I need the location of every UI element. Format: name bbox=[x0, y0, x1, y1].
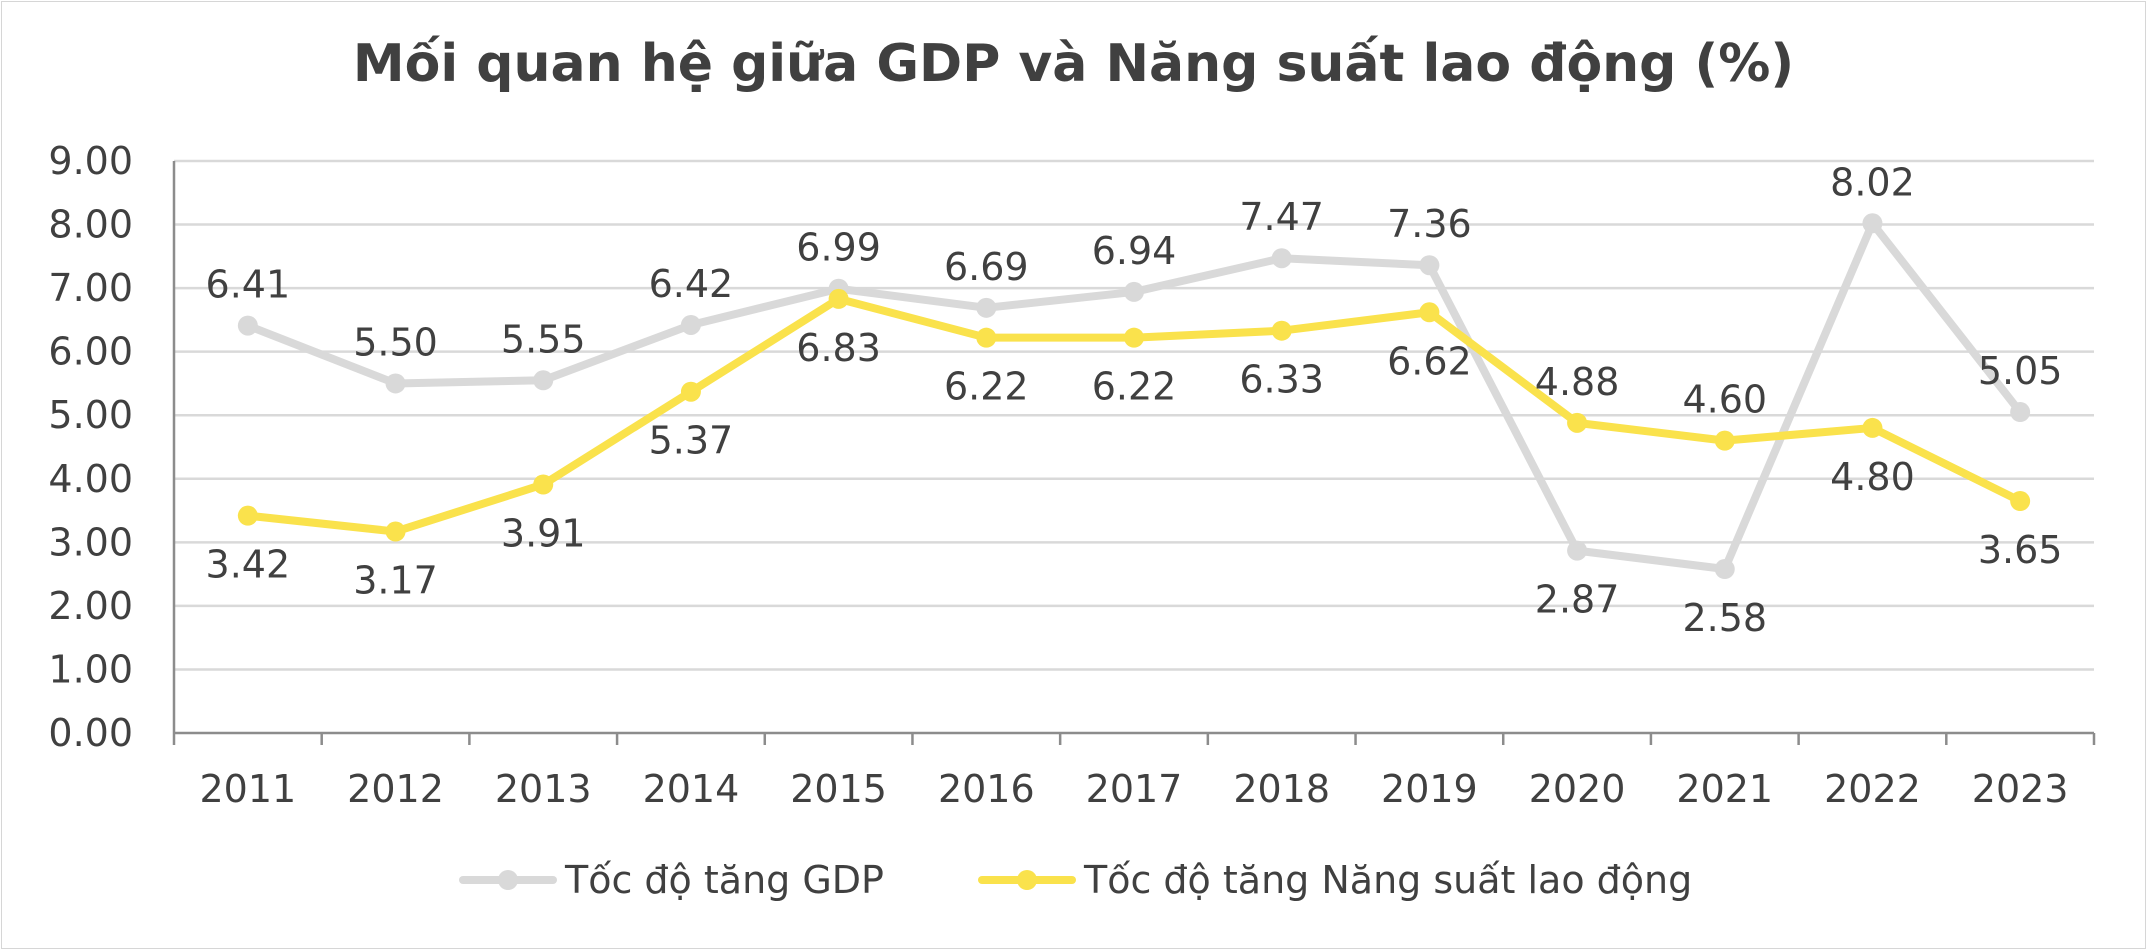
data-point bbox=[237, 315, 258, 336]
data-label: 3.91 bbox=[501, 511, 586, 555]
data-point bbox=[237, 505, 258, 526]
data-point bbox=[828, 288, 849, 309]
data-point bbox=[1419, 255, 1440, 276]
legend-marker bbox=[1017, 870, 1037, 890]
data-label: 6.94 bbox=[1092, 229, 1177, 273]
data-label: 2.58 bbox=[1682, 596, 1767, 640]
x-tick-label: 2013 bbox=[495, 767, 592, 811]
data-label: 6.99 bbox=[796, 226, 881, 270]
y-tick-label: 7.00 bbox=[48, 266, 133, 310]
data-label: 3.65 bbox=[1978, 528, 2063, 572]
data-point bbox=[1271, 248, 1292, 269]
legend-label: Tốc độ tăng GDP bbox=[564, 858, 884, 902]
series bbox=[237, 213, 2031, 580]
x-tick-label: 2019 bbox=[1381, 767, 1478, 811]
data-point bbox=[1862, 417, 1883, 438]
data-point bbox=[1419, 302, 1440, 323]
data-point bbox=[1714, 430, 1735, 451]
data-label: 4.88 bbox=[1535, 360, 1620, 404]
data-point bbox=[1567, 412, 1588, 433]
legend-marker bbox=[498, 870, 518, 890]
x-tick-label: 2022 bbox=[1824, 767, 1921, 811]
data-label: 2.87 bbox=[1535, 578, 1620, 622]
data-label: 6.62 bbox=[1387, 339, 1472, 383]
data-label: 6.33 bbox=[1239, 358, 1324, 402]
y-tick-label: 6.00 bbox=[48, 330, 133, 374]
data-point bbox=[533, 474, 554, 495]
data-point bbox=[385, 373, 406, 394]
x-tick-labels: 2011 2012 2013 2014 2015 2016 2017 2018 2019 2020… bbox=[199, 767, 2068, 811]
data-point bbox=[533, 370, 554, 391]
data-point bbox=[1124, 327, 1144, 348]
data-label: 5.55 bbox=[501, 317, 586, 361]
data-point bbox=[1124, 281, 1144, 302]
data-point bbox=[680, 381, 701, 402]
y-tick-label: 3.00 bbox=[48, 520, 133, 564]
data-label: 5.05 bbox=[1978, 349, 2063, 393]
data-label: 6.69 bbox=[944, 245, 1029, 289]
data-point bbox=[976, 327, 997, 348]
data-label: 7.47 bbox=[1239, 195, 1324, 239]
data-point bbox=[1862, 213, 1883, 234]
data-label: 6.83 bbox=[796, 326, 881, 370]
data-label: 6.22 bbox=[1092, 365, 1177, 409]
data-point bbox=[1714, 559, 1735, 580]
data-point bbox=[2010, 491, 2031, 512]
x-tick-label: 2014 bbox=[643, 767, 740, 811]
data-label: 8.02 bbox=[1830, 160, 1915, 204]
data-point bbox=[976, 297, 997, 318]
data-label: 4.80 bbox=[1830, 455, 1915, 499]
x-tick-label: 2023 bbox=[1972, 767, 2069, 811]
data-label: 3.17 bbox=[353, 559, 438, 603]
data-label: 4.60 bbox=[1682, 378, 1767, 422]
data-label: 7.36 bbox=[1387, 202, 1472, 246]
chart-title: Mối quan hệ giữa GDP và Năng suất lao độ… bbox=[352, 34, 1795, 94]
data-label: 6.41 bbox=[206, 263, 291, 307]
data-point bbox=[1567, 540, 1588, 561]
x-tick-label: 2018 bbox=[1233, 767, 1330, 811]
y-tick-label: 4.00 bbox=[48, 457, 133, 501]
axes bbox=[172, 161, 2096, 745]
x-tick-label: 2016 bbox=[938, 767, 1035, 811]
x-tick-label: 2020 bbox=[1529, 767, 1626, 811]
y-tick-label: 1.00 bbox=[48, 647, 133, 691]
data-label: 3.42 bbox=[206, 543, 291, 587]
data-point bbox=[680, 314, 701, 335]
legend: Tốc độ tăng GDP Tốc độ tăng Năng suất lao… bbox=[459, 858, 1692, 902]
data-label: 5.50 bbox=[353, 320, 438, 364]
y-tick-label: 0.00 bbox=[48, 711, 133, 755]
x-tick-label: 2015 bbox=[790, 767, 887, 811]
y-tick-labels: 0.00 1.00 2.00 3.00 4.00 5.00 6.00 7.00 8.00 9.00 bbox=[48, 139, 133, 755]
x-tick-label: 2017 bbox=[1086, 767, 1183, 811]
y-tick-label: 5.00 bbox=[48, 393, 133, 437]
y-tick-label: 9.00 bbox=[48, 139, 133, 183]
legend-label: Tốc độ tăng Năng suất lao động bbox=[1083, 858, 1692, 902]
data-point bbox=[385, 521, 406, 542]
data-label: 6.42 bbox=[649, 262, 734, 306]
data-label: 5.37 bbox=[649, 419, 734, 463]
y-tick-label: 2.00 bbox=[48, 584, 133, 628]
y-tick-label: 8.00 bbox=[48, 203, 133, 247]
data-labels: 6.41 5.50 5.55 6.42 6.99 6.69 6.94 7.47 7.36 2.87… bbox=[206, 160, 2063, 640]
x-tick-label: 2011 bbox=[199, 767, 296, 811]
data-point bbox=[2010, 402, 2031, 423]
x-tick-label: 2012 bbox=[347, 767, 444, 811]
data-point bbox=[1271, 320, 1292, 341]
data-label: 6.22 bbox=[944, 365, 1029, 409]
x-tick-label: 2021 bbox=[1676, 767, 1773, 811]
